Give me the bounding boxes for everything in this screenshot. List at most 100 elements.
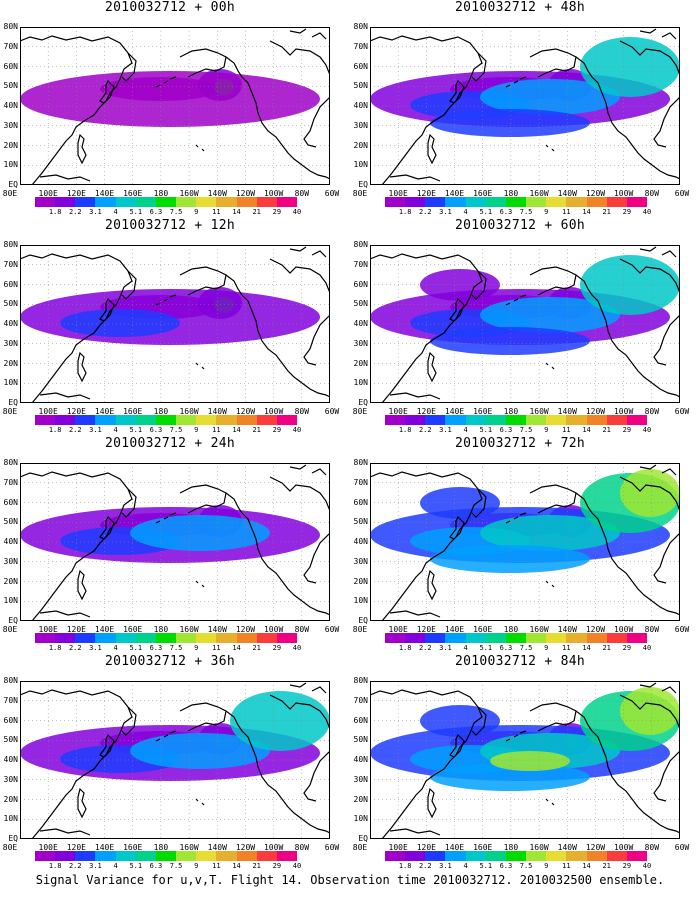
latitude-label: 40N: [353, 755, 368, 764]
latitude-label: 60N: [353, 497, 368, 507]
colorbar-label: 1.8: [48, 644, 62, 652]
colorbar-swatch: [465, 633, 487, 643]
coastline: [225, 56, 303, 166]
longitude-label: 140W: [207, 843, 227, 852]
colorbar-label: 40: [642, 208, 652, 216]
latitude-label: 40N: [353, 537, 368, 546]
latitude-label: 20N: [353, 794, 368, 804]
longitude-label: 120E: [416, 189, 436, 198]
coastline: [225, 710, 303, 820]
colorbar-swatch: [95, 197, 117, 207]
colorbar-swatch: [425, 415, 446, 425]
colorbar-label: 6.3: [499, 208, 513, 216]
colorbar-swatch: [385, 197, 406, 207]
variance-map: [20, 245, 330, 403]
colorbar-swatch: [405, 197, 426, 207]
latitude-label: 60N: [353, 279, 368, 289]
colorbar-label: 40: [642, 644, 652, 652]
colorbar-label: 7.5: [169, 644, 183, 652]
colorbar-swatch: [176, 415, 197, 425]
colorbar-swatch: [216, 633, 238, 643]
longitude-label: 80W: [644, 189, 660, 198]
longitude-label: 60W: [324, 407, 340, 416]
coastline: [505, 294, 527, 306]
coastline: [427, 351, 437, 383]
longitude-label: 160W: [179, 625, 199, 634]
colorbar-label: 21: [252, 208, 261, 216]
colorbar-swatch: [405, 851, 426, 861]
colorbar-swatch: [115, 197, 137, 207]
longitude-label: 120W: [585, 407, 606, 416]
coastline: [389, 828, 441, 836]
variance-map: [370, 463, 680, 621]
latitude-label: 70N: [353, 477, 368, 487]
longitude-label: 80E: [2, 625, 18, 634]
colorbar-swatch: [256, 415, 278, 425]
colorbar-swatch: [216, 415, 238, 425]
colorbar-label: 14: [232, 862, 241, 870]
latitude-label: EQ: [358, 180, 368, 189]
map-border: [20, 27, 330, 185]
colorbar-swatch: [626, 633, 648, 643]
coastline: [121, 706, 137, 736]
coastline: [20, 471, 133, 621]
longitude-label: 120W: [585, 843, 606, 852]
forecast-panel: 2010032712 + 12h 80N 70N 60N 50N 40N 30N 20N 10N…: [0, 218, 340, 436]
coastline: [653, 750, 680, 802]
colorbar-swatch: [505, 415, 527, 425]
latitude-label: 70N: [3, 41, 18, 51]
colorbar-label: 5.1: [129, 644, 143, 652]
longitude-label: 100W: [263, 843, 284, 852]
coastline: [39, 174, 91, 182]
longitude-axis: 80E 100E 120E 140E 160E 180 160W 140W 120W 100W 80…: [2, 408, 340, 418]
longitude-label: 140E: [444, 189, 465, 198]
coastline: [179, 266, 227, 296]
coastline: [545, 144, 555, 152]
longitude-label: 100W: [613, 843, 634, 852]
latitude-label: 80N: [353, 458, 368, 467]
colorbar-swatch: [566, 633, 588, 643]
colorbar-label: 5.1: [129, 208, 143, 216]
colorbar-label: 29: [622, 426, 632, 434]
colorbar-label: 3.1: [89, 426, 102, 434]
coastline: [370, 471, 483, 621]
latitude-label: 50N: [3, 517, 18, 527]
coastline: [651, 600, 680, 616]
colorbar-label: 2.2: [68, 862, 82, 870]
longitude-label: 80W: [644, 843, 660, 852]
longitude-label: 80E: [2, 843, 18, 852]
colorbar-swatch: [95, 851, 117, 861]
colorbar-label: 5.1: [129, 426, 143, 434]
coastline: [505, 730, 527, 742]
variance-map: [20, 463, 330, 621]
colorbar-label: 3.1: [439, 644, 452, 652]
map-frame: 80N 70N 60N 50N 40N 30N 20N 10N EQ: [4, 23, 330, 189]
coastline: [471, 52, 487, 82]
colorbar-swatch: [546, 633, 567, 643]
colorbar-label: 3.1: [439, 426, 452, 434]
coastline: [529, 702, 577, 732]
longitude-label: 160E: [473, 843, 493, 852]
coastline: [370, 689, 483, 839]
latitude-label: 40N: [3, 537, 18, 546]
coastline: [449, 297, 465, 322]
latitude-label: 30N: [3, 774, 18, 784]
colorbar-label: 1.8: [398, 862, 412, 870]
longitude-label: 100E: [38, 625, 58, 634]
coastline: [449, 733, 465, 758]
colorbar-label: 3.1: [89, 644, 102, 652]
colorbar-label: 4: [113, 644, 118, 652]
colorbar-label: 40: [292, 208, 302, 216]
colorbar-label: 5.1: [479, 644, 493, 652]
colorbar-swatch: [465, 415, 487, 425]
latitude-label: 10N: [353, 160, 368, 170]
coastline: [619, 694, 680, 730]
longitude-label: 120E: [416, 625, 436, 634]
longitude-label: 180: [503, 407, 519, 416]
colorbar-swatch: [196, 415, 217, 425]
latitude-label: 70N: [353, 41, 368, 51]
colorbar-label: 3.1: [439, 208, 452, 216]
colorbar-swatch: [526, 415, 547, 425]
latitude-label: 50N: [3, 81, 18, 91]
coastline: [639, 28, 677, 40]
